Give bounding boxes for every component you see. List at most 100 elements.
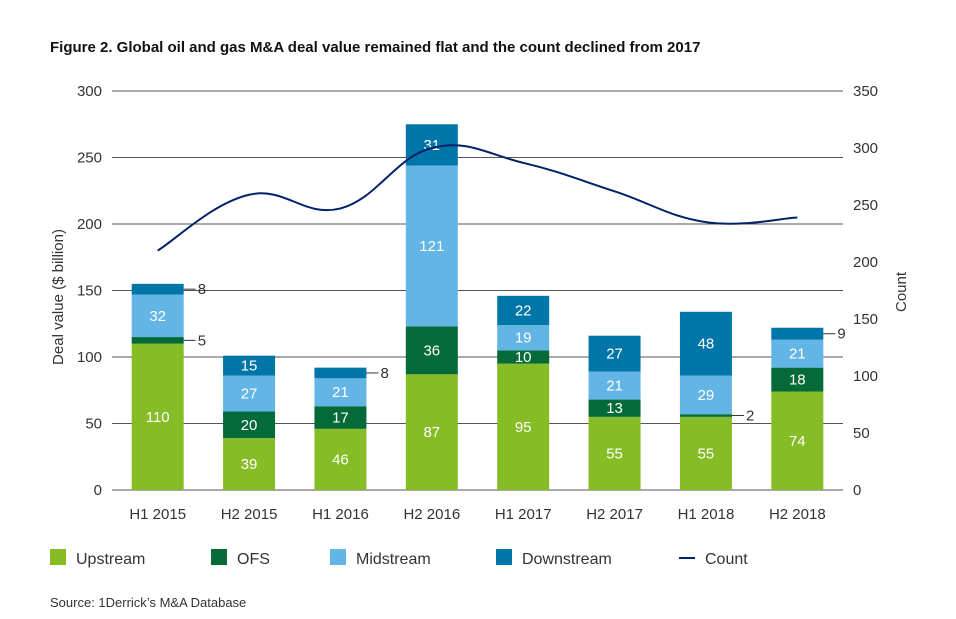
bar-segment-midstream — [679, 375, 732, 415]
bar-value-label: 29 — [698, 387, 715, 404]
bar-segment-upstream — [497, 363, 550, 490]
bar-segment-ofs — [314, 406, 367, 429]
x-tick-label: H1 2018 — [678, 506, 735, 523]
gridlines — [112, 90, 843, 491]
bar-segment-upstream — [771, 391, 824, 490]
bar-segment-midstream — [223, 375, 276, 412]
y-tick-label: 300 — [77, 83, 102, 100]
bar-value-label: 36 — [423, 342, 440, 359]
y-tick-label: 150 — [77, 283, 102, 300]
y-tick-label: 250 — [77, 150, 102, 167]
y2-tick-label: 100 — [853, 368, 878, 385]
bar-segment-downstream — [223, 355, 276, 376]
x-tick-label: H2 2018 — [769, 506, 826, 523]
bars — [131, 124, 824, 490]
bar-value-label: 110 — [146, 409, 170, 426]
bar-segment-midstream — [314, 378, 367, 407]
bar-segment-downstream — [679, 311, 732, 376]
bar-segment-downstream — [588, 335, 641, 372]
bar-segment-midstream — [771, 339, 824, 368]
bar-segment-ofs — [588, 399, 641, 417]
legend-swatch-ofs — [211, 549, 227, 565]
x-axis-ticks: H1 2015 H2 2015 H1 2016 H2 2016 H1 2017 H2 20… — [129, 506, 825, 523]
bar-segment-upstream — [131, 343, 184, 490]
bar-segment-downstream — [131, 283, 184, 295]
bar-value-label: 55 — [698, 445, 715, 462]
x-tick-label: H2 2015 — [221, 506, 278, 523]
y2-tick-label: 250 — [853, 197, 878, 214]
bar-segment-ofs — [131, 337, 184, 344]
bar-value-label: 95 — [515, 419, 532, 436]
bar-segment-ofs — [223, 411, 276, 439]
y2-tick-label: 300 — [853, 140, 878, 157]
bar-segment-downstream — [314, 367, 367, 379]
bar-segment-midstream — [405, 165, 458, 327]
bar-segment-upstream — [405, 374, 458, 490]
bar-segment-upstream — [679, 416, 732, 490]
y2-tick-label: 150 — [853, 311, 878, 328]
bar-segment-ofs — [497, 350, 550, 364]
y-tick-label: 200 — [77, 216, 102, 233]
bar-value-label: 87 — [423, 424, 440, 441]
chart-title: Figure 2. Global oil and gas M&A deal va… — [50, 39, 700, 56]
legend-label-ofs: OFS — [237, 551, 270, 568]
bar-value-label: 21 — [332, 384, 349, 401]
x-tick-label: H1 2017 — [495, 506, 552, 523]
bar-segment-ofs — [771, 367, 824, 392]
bar-value-label: 27 — [606, 346, 623, 363]
legend-swatch-upstream — [50, 549, 66, 565]
y2-tick-label: 0 — [853, 482, 861, 499]
bar-value-label: 121 — [419, 238, 444, 255]
legend: Upstream OFS Midstream Downstream Count — [50, 549, 748, 568]
bar-value-label: 32 — [149, 308, 166, 325]
bar-value-label: 20 — [241, 417, 258, 434]
count-line — [157, 144, 798, 252]
bar-segment-upstream — [588, 416, 641, 490]
bar-value-label: 39 — [241, 456, 258, 473]
bar-value-label: 17 — [332, 410, 349, 427]
bar-value-callout: 2 — [746, 408, 754, 425]
y2-tick-label: 50 — [853, 425, 870, 442]
y2-tick-label: 350 — [853, 83, 878, 100]
bar-value-label: 22 — [515, 302, 532, 319]
bar-value-label: 10 — [515, 349, 532, 366]
y-tick-label: 100 — [77, 349, 102, 366]
legend-label-upstream: Upstream — [76, 551, 145, 568]
bar-value-label: 74 — [789, 433, 806, 450]
x-tick-label: H1 2015 — [129, 506, 186, 523]
x-tick-label: H2 2017 — [586, 506, 643, 523]
bar-value-label: 48 — [698, 336, 715, 353]
bar-segment-midstream — [497, 325, 550, 351]
y-tick-label: 0 — [94, 482, 102, 499]
legend-label-count: Count — [705, 551, 748, 568]
bar-value-label: 31 — [423, 137, 440, 154]
legend-label-downstream: Downstream — [522, 551, 612, 568]
bar-segment-upstream — [223, 438, 276, 490]
legend-swatch-midstream — [330, 549, 346, 565]
bar-segment-ofs — [405, 326, 458, 375]
bar-value-callout: 8 — [198, 281, 206, 298]
legend-swatch-downstream — [496, 549, 512, 565]
bar-value-label: 21 — [789, 346, 806, 363]
bar-value-callout: 5 — [198, 332, 206, 349]
bar-segment-midstream — [131, 294, 184, 338]
legend-label-midstream: Midstream — [356, 551, 431, 568]
bar-segment-midstream — [588, 371, 641, 400]
bar-value-label: 55 — [606, 445, 623, 462]
bar-segment-upstream — [314, 428, 367, 490]
bar-value-label: 13 — [606, 400, 623, 417]
right-axis-ticks: 0 50 100 150 200 250 300 350 — [853, 83, 878, 499]
bar-segment-downstream — [497, 295, 550, 326]
bar-value-label: 27 — [241, 386, 258, 403]
bar-segment-ofs — [679, 414, 732, 417]
bar-segment-downstream — [771, 327, 824, 340]
bar-value-label: 18 — [789, 372, 806, 389]
bar-value-label: 19 — [515, 330, 532, 347]
left-axis-ticks: 0 50 100 150 200 250 300 — [77, 83, 102, 499]
bar-labels: 110 5 32 8 39 20 27 15 46 17 2 18 87 36 121 31 95 10 19 22 5… — [146, 137, 846, 473]
bar-value-label: 15 — [241, 358, 258, 375]
y-tick-label: 50 — [85, 416, 102, 433]
y-axis-title: Deal value ($ billion) — [50, 229, 67, 365]
x-tick-label: H1 2016 — [312, 506, 369, 523]
bar-value-label: 46 — [332, 451, 349, 468]
